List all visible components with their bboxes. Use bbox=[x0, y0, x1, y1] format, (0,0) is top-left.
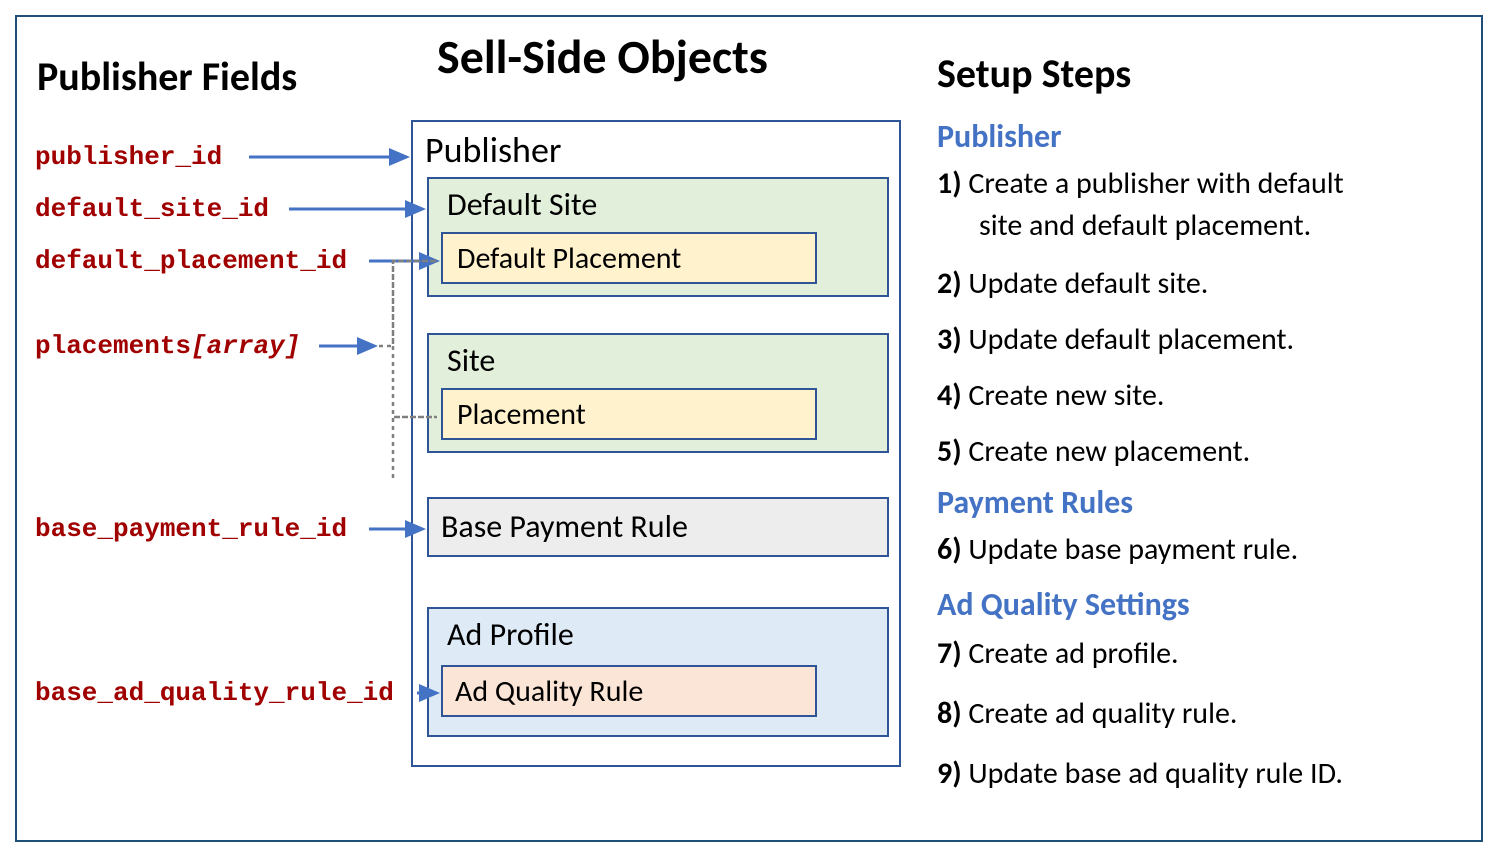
object-label-ad_quality_rule: Ad Quality Rule bbox=[455, 673, 643, 710]
step-item: 7) Create ad profile. bbox=[937, 635, 1179, 672]
step-item: 1) Create a publisher with default bbox=[937, 165, 1344, 202]
steps-title: Setup Steps bbox=[937, 49, 1131, 98]
object-label-ad_profile: Ad Profile bbox=[447, 615, 574, 654]
object-default_placement: Default Placement bbox=[441, 232, 817, 284]
step-item: 6) Update base payment rule. bbox=[937, 531, 1298, 568]
field-default_site_id: default_site_id bbox=[35, 194, 269, 224]
field-base_ad_quality_rule_id: base_ad_quality_rule_id bbox=[35, 678, 394, 708]
object-base_payment_rule: Base Payment Rule bbox=[427, 497, 889, 557]
object-ad_quality_rule: Ad Quality Rule bbox=[441, 665, 817, 717]
object-placement: Placement bbox=[441, 388, 817, 440]
field-default_placement_id: default_placement_id bbox=[35, 246, 347, 276]
main-title: Sell-Side Objects bbox=[437, 27, 768, 86]
fields-title: Publisher Fields bbox=[37, 52, 297, 101]
step-item: 2) Update default site. bbox=[937, 265, 1208, 302]
field-base_payment_rule_id: base_payment_rule_id bbox=[35, 514, 347, 544]
object-label-base_payment_rule: Base Payment Rule bbox=[441, 507, 688, 546]
diagram-frame: Sell-Side Objects Publisher Fields Setup… bbox=[15, 15, 1483, 842]
field-publisher_id: publisher_id bbox=[35, 142, 222, 172]
object-label-placement: Placement bbox=[457, 396, 586, 433]
step-item: 5) Create new placement. bbox=[937, 433, 1250, 470]
object-label-default_placement: Default Placement bbox=[457, 240, 681, 277]
step-item: 9) Update base ad quality rule ID. bbox=[937, 755, 1343, 792]
steps-header: Payment Rules bbox=[937, 483, 1133, 522]
object-label-publisher: Publisher bbox=[425, 128, 561, 172]
step-item: 4) Create new site. bbox=[937, 377, 1164, 414]
field-placements: placements[array] bbox=[35, 331, 300, 361]
steps-header: Ad Quality Settings bbox=[937, 585, 1190, 624]
step-item: 8) Create ad quality rule. bbox=[937, 695, 1237, 732]
step-item-cont: site and default placement. bbox=[979, 207, 1311, 244]
step-item: 3) Update default placement. bbox=[937, 321, 1294, 358]
steps-header: Publisher bbox=[937, 117, 1062, 156]
object-label-site: Site bbox=[447, 341, 495, 380]
object-label-default_site: Default Site bbox=[447, 185, 597, 224]
